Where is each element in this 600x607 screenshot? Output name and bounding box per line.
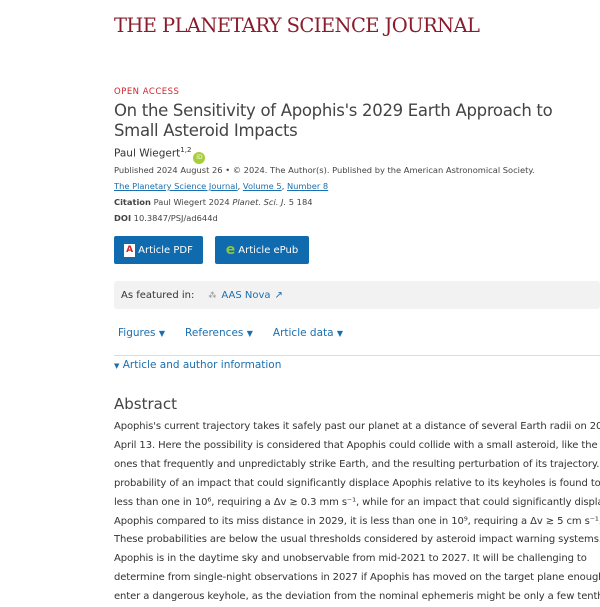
citation-label: Citation (114, 197, 151, 207)
caret-down-icon: ▼ (158, 329, 166, 338)
abstract-line: Apophis compared to its miss distance in… (114, 515, 600, 527)
tab-label: Article data (272, 327, 334, 339)
affiliations[interactable]: 1,2 (180, 146, 192, 154)
abstract-line: less than one in 10⁶, requiring a Δv ≳ 0… (114, 496, 600, 508)
tab-article-data[interactable]: Article data ▼ (273, 327, 343, 339)
doi: DOI 10.3847/PSJ/ad644d (114, 213, 218, 223)
open-access-label: OPEN ACCESS (114, 87, 180, 97)
citation-text: Paul Wiegert 2024 (153, 197, 230, 207)
citation: Citation Paul Wiegert 2024 Planet. Sci. … (114, 197, 313, 207)
doi-value: 10.3847/PSJ/ad644d (133, 213, 218, 223)
volume-link[interactable]: Volume 5 (242, 181, 282, 191)
external-link-icon[interactable]: ↗ (274, 289, 283, 301)
caret-down-icon: ▼ (114, 362, 120, 370)
article-pdf-button[interactable]: A Article PDF (114, 236, 203, 264)
epub-icon: e (225, 242, 236, 258)
pdf-icon: A (124, 243, 136, 257)
abstract-text: Apophis's current trajectory takes it sa… (114, 418, 600, 607)
pdf-label: Article PDF (138, 244, 193, 256)
aas-nova-icon: ⁂ (208, 290, 217, 300)
abstract-line: probability of an impact that could sign… (114, 477, 600, 489)
caret-down-icon: ▼ (246, 329, 253, 338)
orcid-icon[interactable]: iD (193, 151, 206, 164)
article-title: On the Sensitivity of Apophis's 2029 Ear… (114, 101, 553, 140)
abstract-line: enter a dangerous keyhole, as the deviat… (114, 591, 600, 603)
citation-volume: 5 184 (288, 197, 313, 207)
author-link[interactable]: Paul Wiegert (114, 147, 181, 160)
caret-down-icon: ▼ (336, 329, 344, 338)
epub-label: Article ePub (238, 244, 299, 256)
article-author-info-toggle[interactable]: ▼ Article and author information (114, 359, 281, 371)
abstract-line: ones that frequently and unpredictably s… (114, 458, 600, 470)
abstract-line: April 13. Here the possibility is consid… (114, 439, 598, 451)
published-info: Published 2024 August 26 • © 2024. The A… (114, 165, 535, 175)
featured-label: As featured in: (121, 289, 195, 301)
citation-journal: Planet. Sci. J. (232, 197, 287, 207)
tab-references[interactable]: References ▼ (185, 327, 253, 339)
abstract-line: Apophis is in the daytime sky and unobse… (114, 553, 587, 565)
tab-figures[interactable]: Figures ▼ (118, 327, 165, 339)
abstract-line: These probabilities are below the usual … (114, 534, 600, 546)
article-epub-button[interactable]: e Article ePub (215, 236, 309, 264)
author-info-label: Article and author information (122, 359, 282, 371)
abstract-line: Apophis's current trajectory takes it sa… (114, 421, 600, 432)
journal-links: The Planetary Science Journal, Volume 5,… (114, 181, 329, 191)
journal-link[interactable]: The Planetary Science Journal (114, 181, 238, 191)
featured-in-bar: As featured in: ⁂ AAS Nova ↗ (114, 281, 600, 309)
divider (114, 355, 600, 356)
author: Paul Wiegert1,2iD (114, 146, 206, 164)
article-tabs: Figures ▼ References ▼ Article data ▼ (118, 327, 343, 339)
doi-label: DOI (114, 213, 132, 223)
tab-label: References (185, 327, 244, 339)
abstract-line: determine from single-night observations… (114, 572, 600, 584)
journal-logo[interactable]: THE PLANETARY SCIENCE JOURNAL (114, 14, 480, 37)
issue-link[interactable]: Number 8 (286, 181, 329, 191)
tab-label: Figures (118, 327, 156, 339)
abstract-heading: Abstract (114, 395, 177, 413)
aas-nova-link[interactable]: AAS Nova (221, 289, 271, 301)
